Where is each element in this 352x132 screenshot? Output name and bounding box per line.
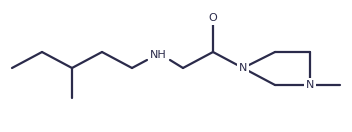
Text: N: N: [306, 80, 314, 90]
Text: NH: NH: [150, 50, 166, 60]
Text: O: O: [209, 13, 218, 23]
Text: N: N: [239, 63, 247, 73]
